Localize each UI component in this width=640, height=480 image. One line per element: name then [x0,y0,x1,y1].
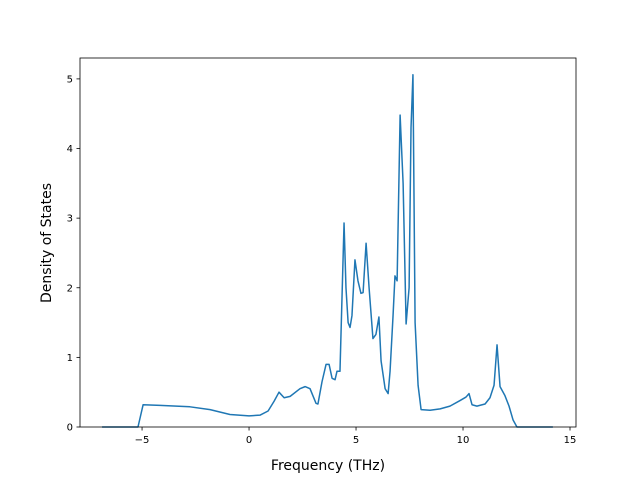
x-tick-label: 5 [353,435,359,446]
y-tick-label: 4 [67,144,73,155]
plot-frame [79,57,577,428]
x-tick-label: 0 [246,435,252,446]
y-tick-label: 2 [67,283,73,294]
y-axis-title: Density of States [39,183,55,303]
x-tick-label: 10 [457,435,470,446]
x-axis-title: Frequency (THz) [271,458,385,474]
y-tick-label: 1 [67,353,73,364]
x-tick-label: 15 [564,435,577,446]
y-tick-label: 3 [67,214,73,225]
y-tick-label: 0 [67,423,73,434]
y-tick-label: 5 [67,74,73,85]
x-tick-label: −5 [135,435,150,446]
line [102,73,553,428]
